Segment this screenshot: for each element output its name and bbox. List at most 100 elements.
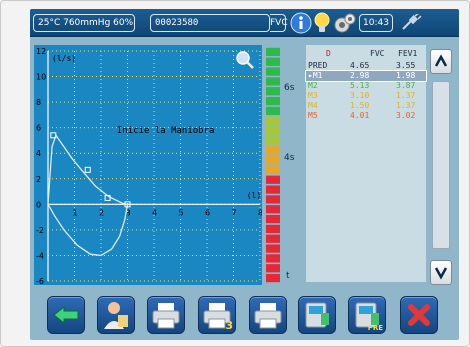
settings-icon[interactable] xyxy=(332,12,356,34)
timer-segment xyxy=(266,165,280,175)
timer-segment xyxy=(266,155,280,165)
patient-button[interactable] xyxy=(97,296,135,334)
results-row[interactable]: ▸M1 2.98 1.98 xyxy=(305,70,427,82)
y-unit-label: (l/s) xyxy=(52,54,76,63)
timer-segment xyxy=(266,244,280,253)
results-table: D FVC FEV1 PRED 4.65 3.55 ▸M1 2.98 1.98 M2 5.13… xyxy=(305,45,427,282)
timer-segment xyxy=(266,77,280,86)
results-cell-label: ▸M1 xyxy=(308,71,323,80)
table-header: D FVC FEV1 xyxy=(306,49,426,59)
info-icon[interactable] xyxy=(290,12,312,34)
results-row[interactable]: M3 3.10 1.37 xyxy=(306,91,426,101)
timer-segment xyxy=(266,47,280,57)
results-cell-label: PRED xyxy=(308,61,328,70)
results-cell-label: M5 xyxy=(308,111,318,120)
results-row[interactable]: M5 4.01 3.02 xyxy=(306,111,426,121)
y-tick-label: 4 xyxy=(36,149,41,158)
timer-segment xyxy=(266,234,280,243)
scroll-down-button[interactable] xyxy=(430,260,452,285)
pre-test-button[interactable]: PRE xyxy=(348,296,386,334)
clock: 10:43 xyxy=(359,14,393,32)
results-cell-label: M3 xyxy=(308,91,318,100)
printer-icon xyxy=(152,303,180,329)
results-cell-fvc: 3.10 xyxy=(350,91,370,100)
lightbulb-icon[interactable] xyxy=(313,11,331,35)
print-button[interactable] xyxy=(147,296,185,334)
timer-label-t: t xyxy=(286,271,290,281)
maneuver-prompt: Inicie la Maniobra xyxy=(117,126,215,136)
header-fev1: FEV1 xyxy=(398,49,418,58)
results-cell-fev1: 3.02 xyxy=(396,111,416,120)
timer-segment xyxy=(266,224,280,234)
y-tick-label: 12 xyxy=(36,47,46,56)
timer-segment xyxy=(266,67,280,76)
results-cell-fev1: 1.37 xyxy=(396,91,416,100)
timer-segment xyxy=(266,126,280,135)
scroll-up-button[interactable] xyxy=(430,49,452,74)
timer-segment xyxy=(266,136,280,145)
results-row[interactable]: M4 1.50 1.37 xyxy=(306,101,426,111)
power-plug-icon xyxy=(402,14,422,30)
timer-segment xyxy=(266,205,280,214)
timer-segment xyxy=(266,146,280,155)
print-copies-button[interactable]: 3 xyxy=(198,296,236,334)
timer-label-6s: 6s xyxy=(284,83,295,93)
results-cell-fvc: 1.50 xyxy=(350,101,370,110)
patient-id-field[interactable]: 00023580 xyxy=(150,14,270,32)
results-cell-fev1: 3.87 xyxy=(396,81,416,90)
device-screen: 25°C 760mmHg 60% 00023580 FVC 10:43 xyxy=(30,9,459,340)
print-email-button[interactable] xyxy=(249,296,287,334)
y-tick-label: 0 xyxy=(36,200,41,209)
timer-segment xyxy=(266,214,280,224)
printer-icon xyxy=(254,303,282,329)
x-tick-label: 1 xyxy=(73,208,78,217)
zoom-icon[interactable] xyxy=(236,51,254,69)
arrow-left-icon xyxy=(53,305,79,325)
results-row[interactable]: M2 5.13 3.87 xyxy=(306,81,426,91)
x-tick-label: 4 xyxy=(152,208,157,217)
y-tick-label: -4 xyxy=(36,251,44,260)
timer-segment xyxy=(266,116,280,125)
y-tick-label: 6 xyxy=(36,124,41,133)
timer-segment xyxy=(266,195,280,204)
x-unit-label: (l) xyxy=(247,191,261,200)
x-tick-label: 2 xyxy=(99,208,104,217)
y-tick-label: 2 xyxy=(36,175,41,184)
curve-marker xyxy=(104,194,111,201)
results-cell-fvc: 2.98 xyxy=(350,71,370,80)
scroll-track[interactable] xyxy=(432,81,450,249)
expiration-timer-bar xyxy=(265,47,281,283)
button-badge: 3 xyxy=(225,319,233,332)
timer-segment xyxy=(266,254,280,263)
conditions-readout: 25°C 760mmHg 60% xyxy=(33,14,135,32)
y-tick-label: 8 xyxy=(36,98,41,107)
button-badge: PRE xyxy=(367,324,383,332)
header-d: D xyxy=(326,49,331,58)
device-icon xyxy=(355,302,379,328)
timer-segment xyxy=(266,106,280,116)
x-tick-label: 5 xyxy=(179,208,184,217)
curve-marker xyxy=(124,201,131,208)
results-cell-fvc: 4.01 xyxy=(350,111,370,120)
delete-button[interactable] xyxy=(400,296,438,334)
post-test-button[interactable] xyxy=(298,296,336,334)
curve-marker xyxy=(50,132,57,139)
curve-marker xyxy=(84,166,91,173)
back-button[interactable] xyxy=(47,296,85,334)
results-row[interactable]: PRED 4.65 3.55 xyxy=(306,61,426,71)
close-icon xyxy=(408,304,430,326)
flow-volume-chart: 12 10 8 6 4 2 0 -2 -4 -6 1 2 3 4 5 6 7 8 (l/s) (l) Inicie la… xyxy=(34,45,263,286)
x-tick-label: 7 xyxy=(232,208,237,217)
status-bar: 25°C 760mmHg 60% 00023580 FVC 10:43 xyxy=(30,9,459,37)
doctor-patient-icon xyxy=(104,302,128,329)
y-tick-label: -2 xyxy=(36,226,44,235)
header-fvc: FVC xyxy=(370,49,385,58)
results-cell-fvc: 4.65 xyxy=(350,61,370,70)
expiration-curve xyxy=(47,133,128,205)
device-icon xyxy=(305,302,329,328)
mode-label: FVC xyxy=(270,14,288,32)
timer-segment xyxy=(266,96,280,106)
results-scrollbar[interactable] xyxy=(430,49,452,285)
